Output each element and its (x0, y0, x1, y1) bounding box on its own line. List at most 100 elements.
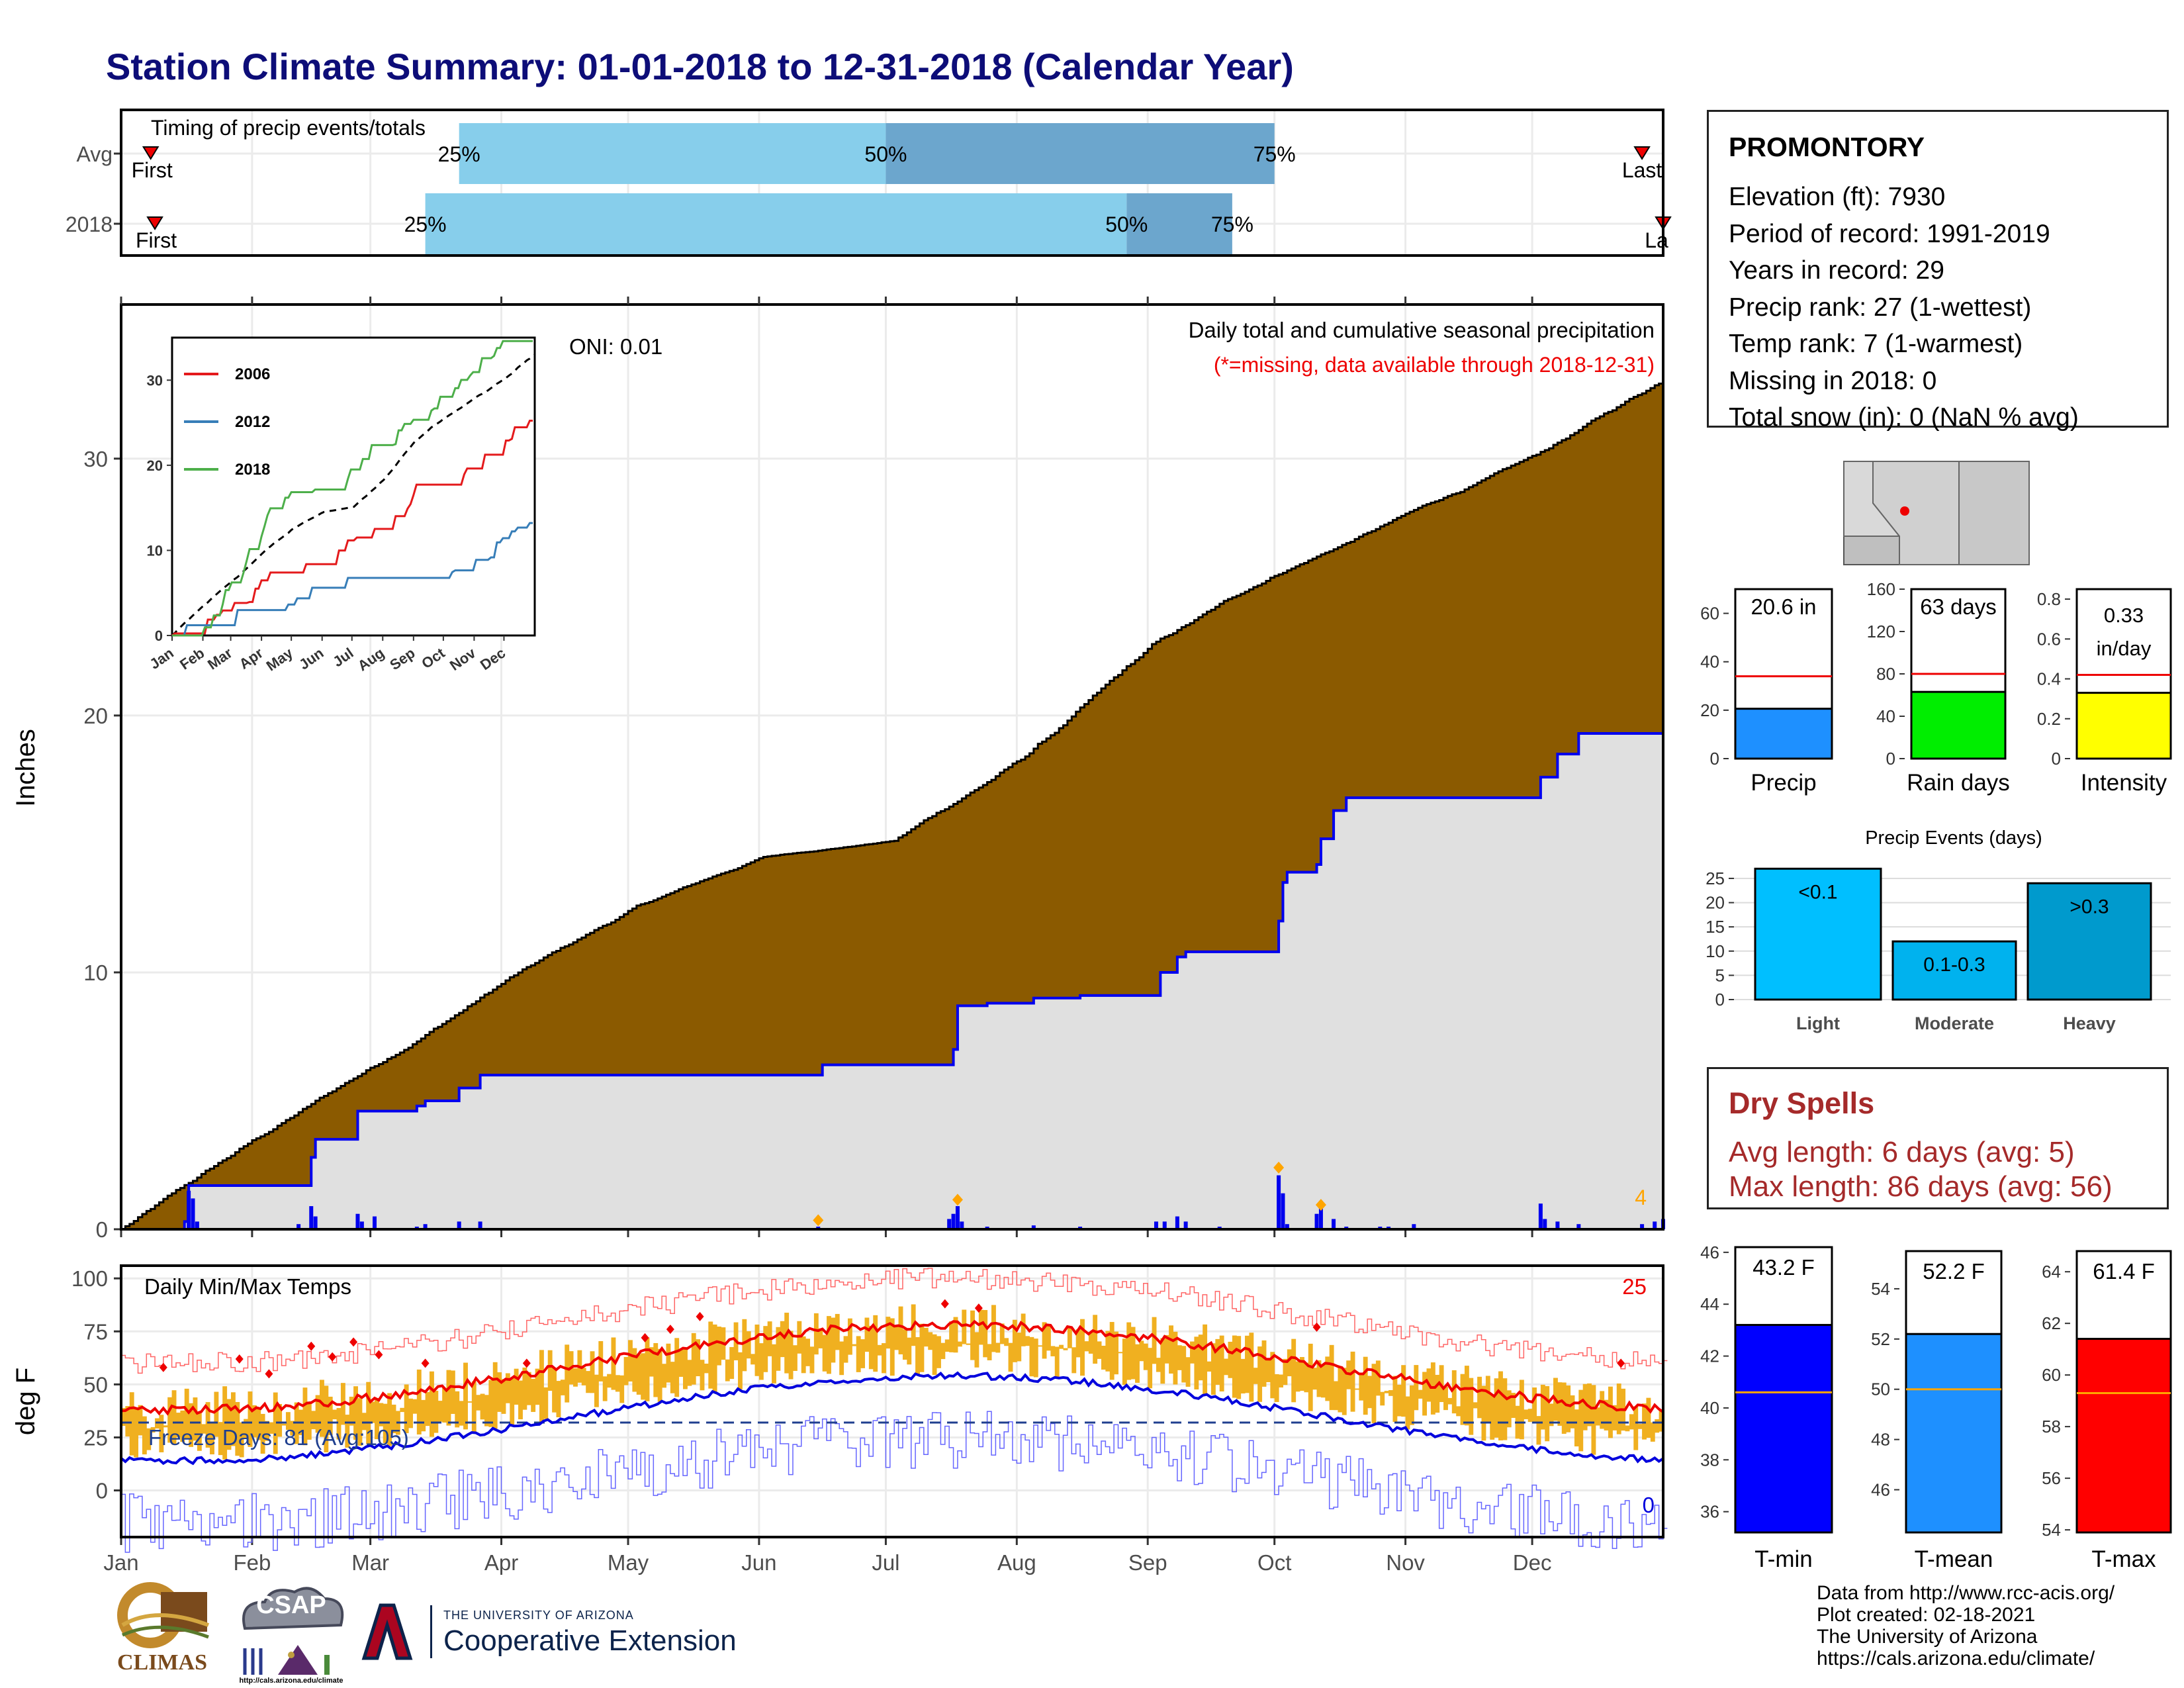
daily-temp-range (1274, 1374, 1279, 1402)
daily-temp-range (839, 1341, 844, 1376)
daily-precip-bar (1154, 1221, 1158, 1229)
month-label: Sep (1128, 1550, 1167, 1575)
daily-temp-range (801, 1336, 806, 1374)
daily-temp-range (1118, 1352, 1123, 1354)
daily-temp-range (1625, 1425, 1630, 1432)
temp-cold-count: 0 (1643, 1493, 1655, 1517)
daily-temp-range (1629, 1414, 1634, 1430)
summary-bar-tick-label: 0 (1710, 749, 1719, 769)
daily-temp-range (150, 1427, 156, 1433)
daily-temp-range (923, 1327, 929, 1347)
record-high-marker (328, 1352, 337, 1362)
daily-temp-range (641, 1353, 646, 1400)
daily-temp-range (1194, 1336, 1199, 1389)
daily-temp-range (953, 1317, 958, 1353)
summary-bar-tick-label: 40 (1876, 706, 1895, 726)
ua-logo-small: THE UNIVERSITY OF ARIZONA (443, 1609, 634, 1622)
daily-temp-range (125, 1406, 130, 1437)
daily-precip-bar (1162, 1221, 1167, 1229)
daily-precip-bar (1640, 1224, 1645, 1229)
daily-temp-range (1342, 1368, 1347, 1415)
precip-events-tick-label: 15 (1706, 917, 1725, 937)
station-temp-rank: Temp rank: 7 (1-warmest) (1729, 330, 2023, 358)
daily-temp-range (210, 1423, 214, 1455)
daily-temp-range (1033, 1338, 1038, 1378)
daily-temp-range (244, 1419, 249, 1438)
month-label: May (608, 1550, 649, 1575)
daily-precip-bar (478, 1221, 482, 1229)
inset-tick-label: 30 (147, 372, 163, 389)
daily-temp-range (138, 1405, 143, 1436)
daily-temp-range (949, 1321, 954, 1352)
summary-bar-label: Intensity (2081, 770, 2167, 796)
daily-temp-range (1240, 1358, 1246, 1394)
daily-temp-range (1477, 1376, 1482, 1419)
daily-temp-range (446, 1370, 451, 1426)
daily-temp-range (1329, 1344, 1334, 1411)
daily-precip-bar (960, 1221, 964, 1229)
daily-temp-range (336, 1408, 341, 1440)
summary-bar-precip (1734, 708, 1833, 760)
daily-temp-range (932, 1334, 937, 1376)
daily-temp-range (700, 1360, 705, 1391)
daily-temp-range (171, 1390, 177, 1445)
month-label: Jun (741, 1550, 776, 1575)
daily-temp-range (357, 1398, 363, 1446)
daily-temp-range (1219, 1335, 1224, 1392)
station-elevation: Elevation (ft): 7930 (1729, 183, 1946, 211)
daily-temp-range (518, 1380, 523, 1420)
daily-temp-range (476, 1395, 481, 1411)
temp-bar-value: 61.4 F (2093, 1259, 2155, 1284)
daily-temp-range (792, 1345, 797, 1372)
precip-2018-area (121, 700, 1663, 1229)
daily-temp-range (1021, 1313, 1026, 1346)
inset-avg-line (171, 353, 535, 637)
daily-temp-range (970, 1310, 975, 1360)
daily-temp-range (251, 1405, 257, 1438)
daily-precip-bar (947, 1219, 952, 1229)
daily-precip-bar (373, 1216, 377, 1229)
daily-temp-range (1257, 1346, 1263, 1402)
daily-temp-range (864, 1317, 870, 1352)
precip-events-bar-value: 0.1-0.3 (1923, 954, 1985, 976)
record-high-marker (1312, 1322, 1321, 1332)
daily-temp-range (860, 1339, 866, 1368)
daily-temp-range (1139, 1340, 1144, 1362)
temp-tick-label: 25 (83, 1425, 108, 1450)
daily-temp-range (894, 1325, 899, 1350)
precip-subtitle: Daily total and cumulative seasonal prec… (1189, 318, 1655, 342)
daily-temp-range (1392, 1376, 1398, 1422)
daily-temp-range (1224, 1358, 1228, 1376)
daily-temp-range (1401, 1365, 1406, 1417)
summary-bar-tick-label: 0 (2052, 749, 2061, 769)
daily-temp-range (1283, 1358, 1288, 1385)
daily-temp-range (936, 1336, 941, 1368)
daily-temp-range (285, 1412, 291, 1430)
precip-avg-cumulative-line (121, 381, 1664, 1231)
daily-precip-bar (423, 1224, 428, 1229)
temp-tick-label: 100 (71, 1266, 108, 1291)
inset-tick-label: 10 (147, 542, 163, 559)
daily-temp-range (1481, 1385, 1486, 1441)
summary-bar-tick-label: 0.2 (2037, 709, 2061, 729)
daily-temp-range (248, 1391, 253, 1447)
daily-temp-range (560, 1380, 565, 1395)
timing-panel-border (120, 109, 1664, 257)
precip-missing-note: (*=missing, data available through 2018-… (1214, 353, 1655, 377)
summary-bar-tick-label: 0.8 (2037, 589, 2061, 609)
daily-temp-range (1532, 1387, 1537, 1423)
daily-temp-range (1659, 1410, 1664, 1432)
daily-temp-range (1300, 1357, 1304, 1391)
daily-temp-range (1549, 1403, 1554, 1427)
temp-tick-label: 0 (96, 1479, 108, 1503)
daily-temp-range (1181, 1346, 1187, 1383)
temp-bar-tick-label: 38 (1700, 1450, 1719, 1470)
daily-temp-range (1519, 1380, 1524, 1440)
station-info-box: PROMONTORY Elevation (ft): 7930 Period o… (1707, 110, 2169, 432)
precip-events-bar-value: <0.1 (1798, 881, 1837, 903)
summary-bar-rain-days (1910, 690, 2007, 760)
daily-temp-range (657, 1348, 662, 1402)
daily-temp-range (290, 1421, 295, 1436)
daily-temp-range (1203, 1324, 1208, 1396)
